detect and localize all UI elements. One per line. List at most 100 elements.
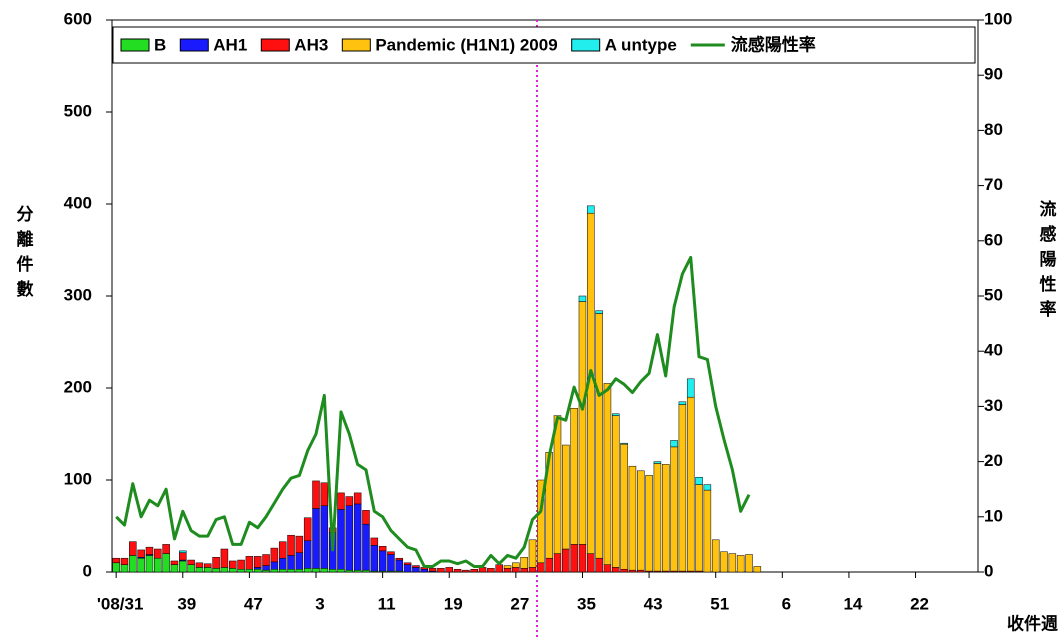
bar-segment [370, 545, 379, 572]
bar-segment [337, 492, 345, 510]
bar-segment [612, 415, 620, 568]
bar-segment [545, 557, 553, 573]
x-tick-label: 22 [910, 594, 929, 613]
bar-segment [387, 551, 395, 555]
bar-segment [337, 509, 345, 570]
bar-segment [295, 535, 304, 553]
bar-segment [603, 383, 612, 565]
bar-segment [736, 555, 745, 573]
bar-segment [720, 551, 728, 573]
bar-segment [278, 568, 287, 573]
x-tick-label: '08/31 [97, 594, 144, 613]
bar-segment [470, 568, 478, 573]
x-tick-label: 11 [378, 594, 396, 613]
bar-segment [362, 523, 370, 571]
legend-label: 流感陽性率 [731, 34, 816, 54]
bar-segment [287, 568, 295, 573]
y2-tick-label: 30 [984, 396, 1003, 415]
bar-segment [212, 568, 220, 573]
bar-segment [320, 568, 329, 573]
bar-segment [270, 547, 279, 563]
bar-segment [353, 569, 362, 573]
x-tick-label: 47 [244, 594, 263, 613]
bar-segment [170, 564, 179, 573]
y-tick-label: 300 [64, 285, 92, 304]
bar-segment [312, 480, 320, 509]
bar-segment [703, 484, 712, 491]
y2-tick-label: 60 [984, 230, 1003, 249]
bar-segment [686, 396, 695, 572]
bar-segment [328, 568, 337, 573]
y2-tick-label: 0 [984, 561, 993, 580]
y-tick-label: 400 [64, 193, 92, 212]
bar-segment [287, 534, 295, 556]
bar-segment [303, 540, 312, 569]
x-tick-label: 39 [177, 594, 196, 613]
bar-segment [253, 556, 262, 568]
bar-segment [204, 563, 212, 568]
bar-segment [212, 557, 220, 569]
bar-segment [753, 566, 762, 573]
bar-segment [578, 544, 587, 573]
bar-segment [570, 544, 578, 573]
legend-label: Pandemic (H1N1) 2009 [375, 35, 557, 54]
y2-tick-label: 50 [984, 285, 1003, 304]
bar-segment [587, 553, 595, 573]
bar-segment [145, 555, 154, 573]
bar-segment [637, 470, 645, 571]
y2-tick-label: 100 [984, 9, 1012, 28]
bar-segment [578, 295, 587, 302]
bar-segment [462, 569, 470, 573]
bar-segment [595, 557, 603, 573]
bar-segment [262, 554, 270, 566]
bar-segment [245, 556, 254, 570]
bar-segment [403, 564, 412, 573]
y-tick-label: 100 [64, 469, 92, 488]
bar-segment [653, 463, 662, 572]
bar-segment [112, 557, 120, 564]
bar-segment [362, 510, 370, 525]
legend-swatch [260, 38, 290, 52]
bar-segment [378, 545, 387, 552]
y-tick-label: 0 [83, 561, 92, 580]
bar-segment [278, 557, 287, 570]
bar-segment [428, 568, 437, 572]
bar-segment [437, 568, 445, 573]
bar-segment [587, 205, 595, 214]
bar-segment [695, 476, 703, 485]
legend-label: A untype [605, 35, 677, 54]
bar-segment [137, 549, 145, 558]
bar-segment [120, 557, 129, 565]
bar-segment [337, 568, 345, 573]
bar-segment [145, 546, 154, 555]
bar-segment [562, 548, 570, 573]
bar-segment [420, 568, 429, 573]
x-tick-label: 43 [644, 594, 663, 613]
bar-segment [528, 567, 537, 573]
bar-segment [553, 553, 562, 573]
bar-segment [353, 503, 362, 571]
y-tick-label: 600 [64, 9, 92, 28]
bar-segment [512, 567, 520, 573]
bar-segment [686, 378, 695, 398]
bar-segment [162, 544, 170, 554]
bar-segment [320, 505, 329, 569]
bar-segment [503, 565, 512, 569]
bar-segment [603, 564, 612, 573]
bar-segment [179, 560, 187, 573]
x-tick-label: 35 [577, 594, 596, 613]
legend: B AH1 AH3 Pandemic (H1N1) 2009 A untype 流感陽性率 [120, 34, 816, 54]
bar-segment [412, 565, 420, 568]
bar-segment [179, 550, 187, 553]
bar-segment [653, 461, 662, 464]
bar-segment [378, 550, 387, 572]
bar-segment [195, 562, 204, 568]
y-tick-label: 200 [64, 377, 92, 396]
bar-segment [370, 537, 379, 546]
y-axis-title: 分離件數 [14, 205, 34, 305]
bar-segment [620, 568, 628, 573]
bar-segment [195, 567, 204, 573]
x-tick-label: 14 [843, 594, 862, 613]
bar-segment [478, 567, 487, 573]
